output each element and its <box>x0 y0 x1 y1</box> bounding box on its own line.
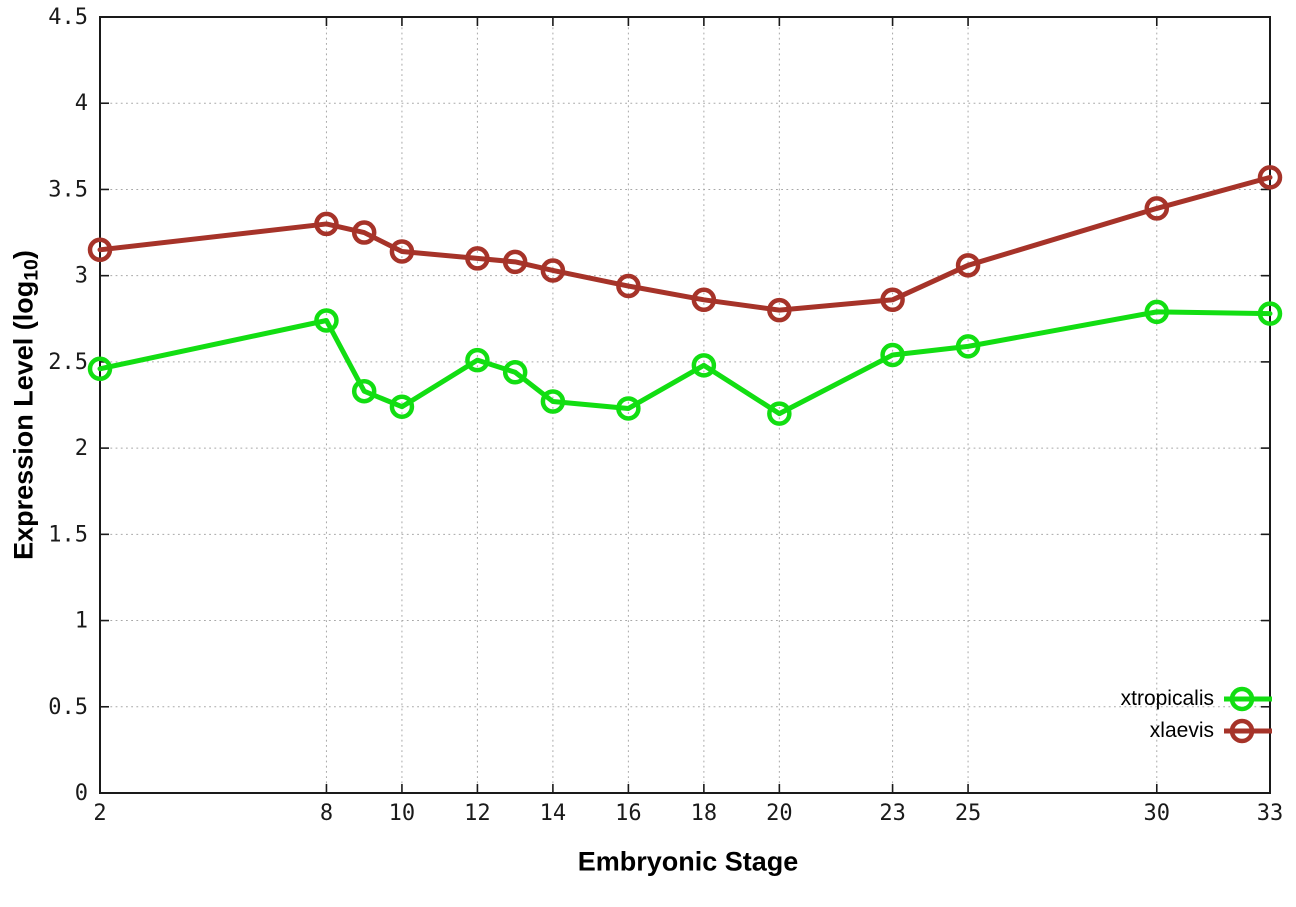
data-point-xlaevis <box>1144 196 1170 221</box>
data-point-xlaevis <box>389 239 415 264</box>
data-point-xtropicalis <box>1144 299 1170 325</box>
data-point-xtropicalis <box>314 308 339 333</box>
data-point-xtropicalis <box>540 389 566 414</box>
x-tick-label: 30 <box>1144 801 1171 826</box>
data-point-xtropicalis <box>502 359 528 385</box>
data-point-xlaevis <box>87 237 113 263</box>
y-tick-label: 2 <box>75 436 88 461</box>
y-tick-label: 1.5 <box>48 522 88 547</box>
plot-border <box>99 16 1271 794</box>
x-tick-label: 33 <box>1257 801 1284 826</box>
legend-sample-marker <box>1229 718 1255 744</box>
data-point-xtropicalis <box>616 396 641 421</box>
data-point-xlaevis <box>1257 165 1283 190</box>
data-point-xtropicalis <box>691 353 717 378</box>
data-point-xtropicalis <box>87 356 113 382</box>
x-tick-label: 12 <box>464 801 491 826</box>
series-line-xlaevis <box>97 174 1273 313</box>
y-tick-label: 0 <box>75 781 88 806</box>
legend-sample-marker <box>1229 686 1255 712</box>
data-point-xlaevis <box>502 249 528 275</box>
y-axis-title-close: ) <box>8 250 39 260</box>
data-point-xtropicalis <box>767 401 792 426</box>
data-point-xlaevis <box>616 273 641 299</box>
y-tick-label: 0.5 <box>48 695 88 720</box>
data-point-xlaevis <box>691 287 717 313</box>
y-axis-title-subscript: 10 <box>20 259 43 281</box>
x-tick-label: 8 <box>320 801 333 826</box>
data-point-xlaevis <box>880 287 905 313</box>
y-tick-label: 4 <box>75 91 88 116</box>
data-point-xtropicalis <box>955 334 981 359</box>
series-line-xtropicalis <box>97 309 1273 417</box>
data-point-xlaevis <box>351 220 377 245</box>
x-tick-label: 10 <box>389 801 416 826</box>
data-point-xlaevis <box>465 246 490 271</box>
data-point-xtropicalis <box>389 394 415 419</box>
x-tick-label: 16 <box>615 801 642 826</box>
data-point-xlaevis <box>540 258 566 283</box>
x-axis-title: Embryonic Stage <box>577 846 799 877</box>
data-point-xlaevis <box>767 297 792 323</box>
x-tick-label: 20 <box>766 801 793 826</box>
legend-item-xlaevis: xlaevis <box>1121 715 1272 747</box>
data-point-xlaevis <box>955 253 981 278</box>
data-point-xtropicalis <box>1257 301 1283 326</box>
y-tick-label: 4.5 <box>48 5 88 30</box>
legend-label-xtropicalis: xtropicalis <box>1120 687 1214 710</box>
y-axis-title-text: Expression Level (log <box>8 280 39 560</box>
x-tick-label: 14 <box>540 801 567 826</box>
data-point-xtropicalis <box>351 378 377 404</box>
data-point-xtropicalis <box>465 347 490 373</box>
y-tick-label: 3 <box>75 264 88 289</box>
legend-item-xtropicalis: xtropicalis <box>1121 683 1272 715</box>
legend: xtropicalis xlaevis <box>1121 683 1272 747</box>
legend-marker-icon-xtropicalis <box>1224 686 1272 712</box>
legend-marker-icon-xlaevis <box>1224 718 1272 744</box>
y-axis-title: Expression Level (log10) <box>8 250 43 560</box>
x-tick-label: 25 <box>955 801 982 826</box>
legend-label-xlaevis: xlaevis <box>1149 719 1214 742</box>
x-tick-label: 18 <box>691 801 718 826</box>
y-tick-label: 3.5 <box>48 177 88 202</box>
x-tick-label: 2 <box>93 801 106 826</box>
y-tick-label: 1 <box>75 609 88 634</box>
x-tick-label: 23 <box>879 801 906 826</box>
y-tick-label: 2.5 <box>48 350 88 375</box>
data-point-xlaevis <box>314 211 339 237</box>
data-point-xtropicalis <box>880 342 905 368</box>
